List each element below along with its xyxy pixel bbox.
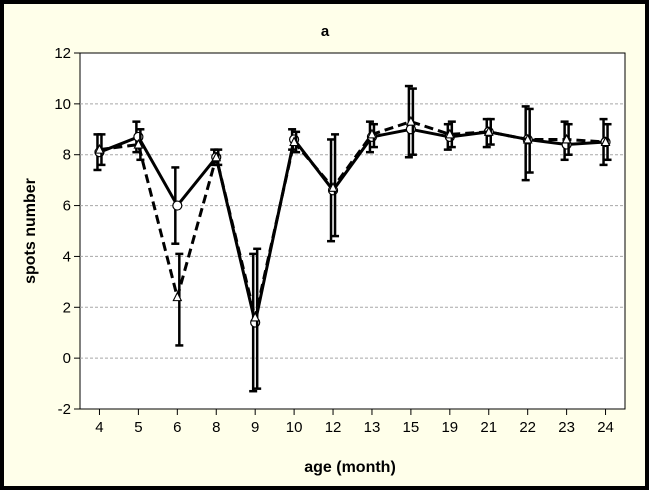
- data-point-triangle: [444, 128, 455, 139]
- data-point-triangle: [406, 115, 416, 126]
- x-tick-label: 12: [325, 419, 342, 436]
- x-tick-label: 13: [364, 419, 381, 436]
- grid-lines: [80, 103, 625, 359]
- x-tick-label: 4: [95, 419, 103, 436]
- y-tick-label: 4: [63, 248, 71, 265]
- y-tick-label: -2: [58, 401, 71, 418]
- x-axis-label: age (month): [304, 459, 396, 476]
- y-tick-label: 6: [63, 198, 71, 215]
- data-point-triangle: [600, 136, 611, 147]
- data-point-triangle: [328, 182, 338, 192]
- x-tick-label: 19: [441, 419, 458, 436]
- data-point-circle: [172, 200, 183, 211]
- data-point-triangle: [172, 291, 183, 302]
- y-tick-label: 12: [54, 45, 71, 62]
- data-point-triangle: [94, 143, 105, 154]
- y-tick-label: 2: [63, 299, 71, 316]
- series-dashed: [94, 87, 612, 390]
- x-tick-label: 5: [134, 419, 142, 436]
- y-tick-label: 10: [54, 96, 71, 113]
- data-point-triangle: [211, 151, 222, 162]
- data-point-triangle: [289, 136, 299, 147]
- series-line: [99, 120, 606, 319]
- x-tick-label: 24: [597, 419, 614, 436]
- x-tick-label: 10: [286, 419, 303, 436]
- y-tick-label: 0: [63, 350, 71, 367]
- y-tick-label: 8: [63, 147, 71, 164]
- x-tick-label: 9: [251, 419, 259, 436]
- data-point-triangle: [522, 133, 533, 144]
- y-axis-ticks: -2 0 2 4 6 8 10 12: [54, 45, 80, 418]
- data-point-triangle: [133, 138, 144, 149]
- y-axis-label: spots number: [22, 178, 39, 284]
- data-point-triangle: [367, 128, 377, 139]
- chart-title: a: [321, 23, 330, 40]
- series-group: [93, 84, 612, 393]
- data-point-triangle: [250, 311, 261, 322]
- plot-area: [79, 52, 626, 410]
- data-point-triangle: [483, 126, 494, 136]
- data-point-triangle: [561, 133, 572, 144]
- x-axis-ticks: 4 5 6 8 9 10 12 13 15 19 21 22 23 24: [95, 409, 614, 436]
- x-tick-label: 8: [212, 419, 220, 436]
- x-tick-label: 6: [173, 419, 181, 436]
- x-tick-label: 21: [480, 419, 497, 436]
- x-tick-label: 22: [519, 419, 536, 436]
- x-tick-label: 23: [558, 419, 575, 436]
- x-tick-label: 15: [403, 419, 420, 436]
